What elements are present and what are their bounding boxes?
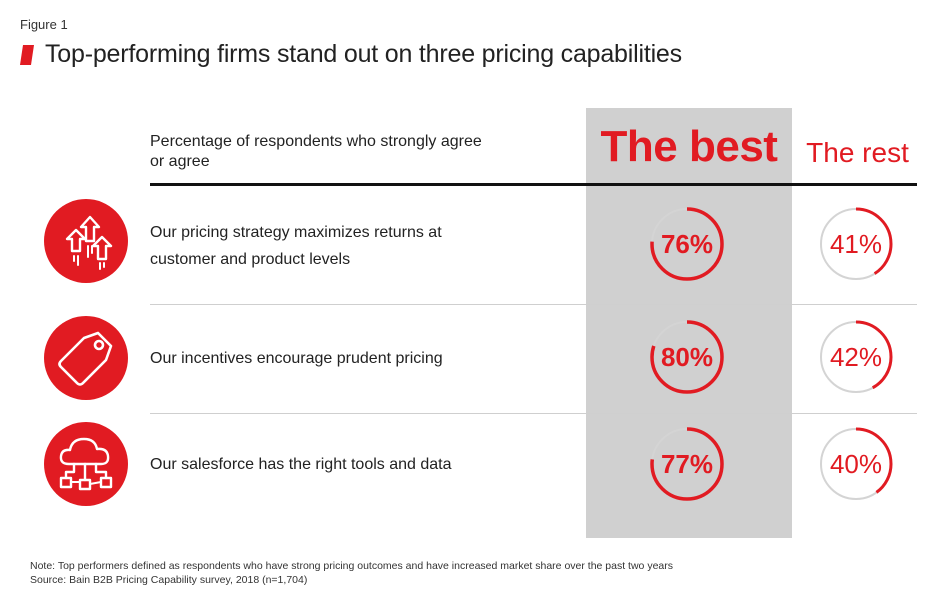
row-label: Our pricing strategy maximizes returns a… [150, 219, 570, 273]
gauge-value-label: 76% [660, 228, 714, 259]
gauge-best: 80% [647, 317, 727, 397]
gauge-ring [819, 320, 893, 394]
gauge-best: 76% [647, 204, 727, 284]
gauge-rest: 42% [816, 317, 896, 397]
gauge-arc [650, 427, 724, 501]
gauge-value-label: 80% [660, 341, 714, 372]
gauge-best: 77% [647, 424, 727, 504]
gauge-value-label: 77% [660, 448, 714, 479]
cloud-network-icon [44, 422, 128, 506]
source-text: Source: Bain B2B Pricing Capability surv… [30, 574, 308, 586]
group-header-rest: The rest [806, 137, 909, 168]
table-row: Our pricing strategy maximizes returns a… [0, 186, 950, 304]
row-label-line: Our salesforce has the right tools and d… [150, 456, 452, 473]
table-row: Our incentives encourage prudent pricing… [0, 305, 950, 413]
gauge-arc [650, 320, 724, 394]
row-label-line: Our incentives encourage prudent pricing [150, 350, 443, 367]
gauge-arc [819, 320, 893, 394]
row-label-line: Our pricing strategy maximizes returns a… [150, 224, 442, 241]
footnote: Note: Top performers defined as responde… [30, 559, 673, 587]
note-text: Note: Top performers defined as responde… [30, 560, 673, 572]
arrows-up-icon [44, 199, 128, 283]
figure-label: Figure 1 [20, 17, 68, 32]
gauge-value-label: 40% [829, 448, 883, 479]
gauge-value-label: 41% [829, 228, 883, 259]
gauge-arc [819, 427, 893, 501]
column-header-text: Percentage of respondents who strongly a… [150, 132, 550, 172]
row-label-line: customer and product levels [150, 251, 351, 268]
gauge-ring [819, 427, 893, 501]
group-header-best: The best [600, 122, 778, 171]
gauge-ring [819, 207, 893, 281]
gauge-ring [650, 207, 724, 281]
gauge-ring [650, 427, 724, 501]
gauge-ring [650, 320, 724, 394]
header-line-2: or agree [150, 153, 210, 170]
gauge-value-label: 42% [829, 341, 883, 372]
row-divider [150, 413, 917, 414]
row-divider [150, 304, 917, 305]
table-row: Our salesforce has the right tools and d… [0, 414, 950, 522]
gauge-rest: 41% [816, 204, 896, 284]
header-rule [150, 183, 917, 186]
chart-title: Top-performing firms stand out on three … [45, 40, 682, 68]
row-label: Our incentives encourage prudent pricing [150, 345, 570, 372]
gauge-rest: 40% [816, 424, 896, 504]
price-tag-icon [44, 316, 128, 400]
title-flag-icon [20, 45, 34, 65]
gauge-arc [650, 207, 724, 281]
gauge-arc [819, 207, 893, 281]
header-line-1: Percentage of respondents who strongly a… [150, 133, 482, 150]
row-label: Our salesforce has the right tools and d… [150, 451, 570, 478]
